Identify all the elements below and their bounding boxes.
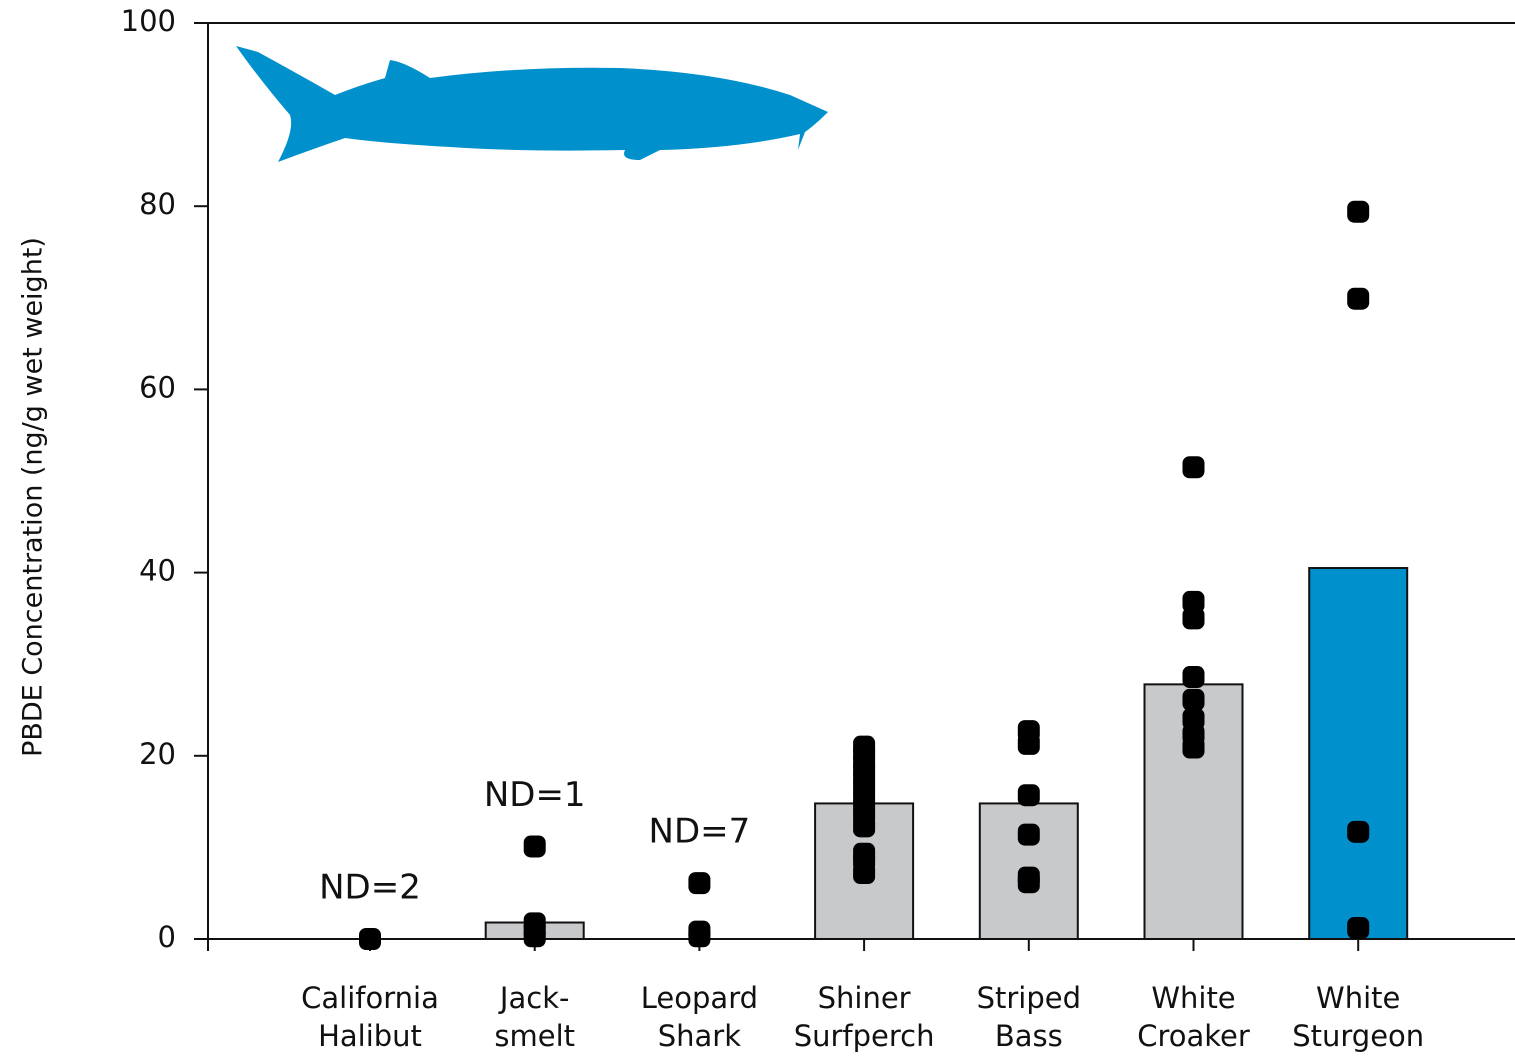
x-tick-label: White (1151, 981, 1235, 1015)
data-point (1182, 456, 1205, 479)
y-tick-label: 40 (139, 554, 176, 588)
data-point (523, 925, 546, 948)
x-tick-label: Leopard (641, 981, 758, 1015)
data-point (688, 872, 711, 895)
data-point (1182, 590, 1205, 613)
x-tick-label: Jack- (498, 981, 570, 1015)
data-point (1347, 917, 1370, 940)
y-tick-label: 60 (139, 370, 176, 404)
data-point (1017, 784, 1040, 807)
x-tick-label: Croaker (1137, 1019, 1250, 1053)
data-point (1182, 607, 1205, 630)
x-tick-label: Surfperch (794, 1019, 935, 1053)
y-axis-label: PBDE Concentration (ng/g wet weight) (18, 237, 49, 757)
y-tick-label: 100 (121, 4, 176, 38)
x-tick-label: Bass (995, 1019, 1063, 1053)
data-point (1182, 736, 1205, 759)
x-tick-label: Halibut (318, 1019, 422, 1053)
data-point (853, 862, 876, 885)
data-point (688, 925, 711, 948)
annotation: ND=1 (484, 775, 586, 815)
x-tick-label: Sturgeon (1292, 1019, 1424, 1053)
x-tick-label: Striped (977, 981, 1081, 1015)
x-tick-label: White (1316, 981, 1400, 1015)
annotation: ND=7 (649, 812, 751, 852)
x-tick-label: Shark (658, 1019, 741, 1053)
data-point (1017, 732, 1040, 755)
data-point (1182, 666, 1205, 689)
y-tick-label: 0 (158, 920, 176, 954)
sturgeon-silhouette (236, 46, 828, 162)
data-point (853, 815, 876, 838)
data-point (1017, 871, 1040, 894)
bar (1308, 567, 1409, 941)
data-point (359, 928, 381, 950)
x-tick-label: California (301, 981, 439, 1015)
data-point (1347, 200, 1370, 223)
x-tick-label: smelt (494, 1019, 575, 1053)
annotation: ND=2 (319, 868, 421, 908)
data-point (1017, 823, 1040, 846)
x-tick-label: Shiner (818, 981, 911, 1015)
data-point (1182, 688, 1205, 711)
y-tick-label: 20 (139, 737, 176, 771)
data-point (1347, 820, 1370, 843)
data-point (523, 835, 546, 858)
data-point (1347, 287, 1370, 310)
y-tick-label: 80 (139, 187, 176, 221)
